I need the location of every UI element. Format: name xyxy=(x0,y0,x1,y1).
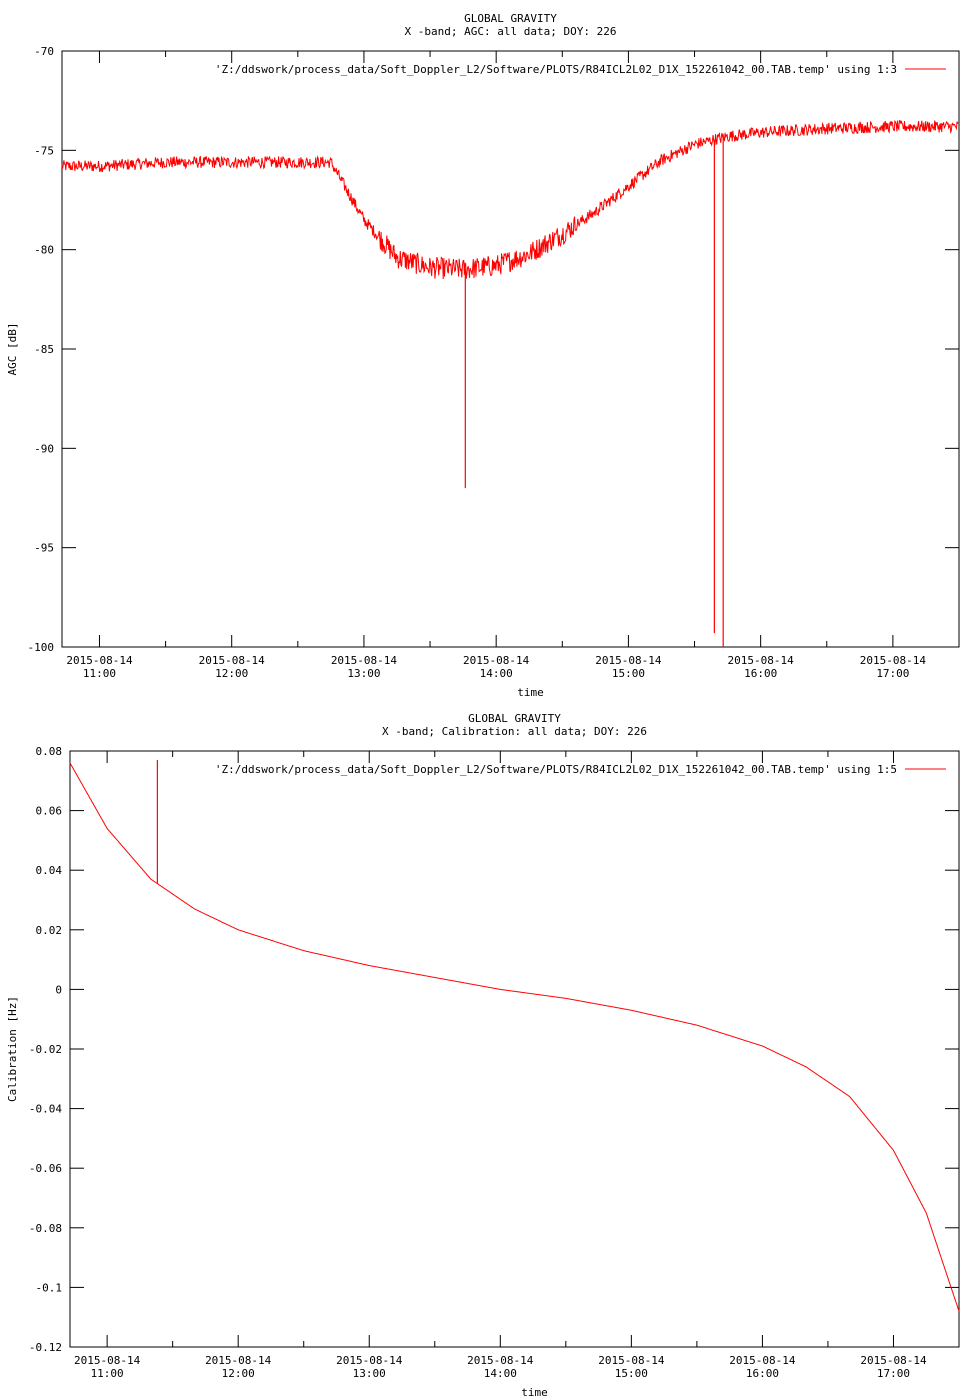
y-tick-label: 0.06 xyxy=(36,805,63,818)
x-tick-label-time: 11:00 xyxy=(83,667,116,680)
legend-label: 'Z:/ddswork/process_data/Soft_Doppler_L2… xyxy=(215,63,897,76)
x-tick-label-date: 2015-08-14 xyxy=(467,1354,534,1367)
y-tick-label: -0.04 xyxy=(29,1103,62,1116)
x-tick-label-time: 12:00 xyxy=(215,667,248,680)
x-tick-label-time: 16:00 xyxy=(744,667,777,680)
x-tick-label-time: 12:00 xyxy=(222,1367,255,1380)
x-tick-label-date: 2015-08-14 xyxy=(860,1354,927,1367)
y-tick-label: 0.02 xyxy=(36,924,63,937)
x-tick-label-date: 2015-08-14 xyxy=(463,654,530,667)
y-tick-label: -90 xyxy=(34,442,54,455)
y-tick-label: -70 xyxy=(34,45,54,58)
plot-frame xyxy=(69,750,960,1348)
y-tick-label: -0.02 xyxy=(29,1043,62,1056)
series-line xyxy=(61,119,960,280)
y-tick-label: 0.04 xyxy=(36,864,63,877)
x-tick-label-date: 2015-08-14 xyxy=(729,1354,796,1367)
y-tick-label: -95 xyxy=(34,542,54,555)
x-axis-label: time xyxy=(521,1386,548,1399)
x-axis-label: time xyxy=(517,686,544,699)
x-tick-label-date: 2015-08-14 xyxy=(74,1354,141,1367)
x-tick-label-time: 11:00 xyxy=(91,1367,124,1380)
y-tick-label: -85 xyxy=(34,343,54,356)
x-tick-label-time: 17:00 xyxy=(876,667,909,680)
series-line xyxy=(69,762,960,1312)
y-tick-label: -0.06 xyxy=(29,1162,62,1175)
y-axis-label: AGC [dB] xyxy=(6,323,19,376)
x-tick-label-time: 13:00 xyxy=(347,667,380,680)
x-tick-label-date: 2015-08-14 xyxy=(336,1354,403,1367)
chart-title: GLOBAL GRAVITY xyxy=(464,12,557,25)
x-tick-label-time: 14:00 xyxy=(480,667,513,680)
x-tick-label-date: 2015-08-14 xyxy=(860,654,927,667)
x-tick-label-date: 2015-08-14 xyxy=(728,654,795,667)
x-tick-label-time: 15:00 xyxy=(615,1367,648,1380)
x-tick-label-date: 2015-08-14 xyxy=(598,1354,665,1367)
x-tick-label-time: 14:00 xyxy=(484,1367,517,1380)
plot-frame xyxy=(61,50,960,648)
x-tick-label-date: 2015-08-14 xyxy=(205,1354,272,1367)
y-tick-label: -100 xyxy=(28,641,55,654)
y-tick-label: -0.12 xyxy=(29,1341,62,1354)
x-tick-label-date: 2015-08-14 xyxy=(331,654,398,667)
x-tick-label-time: 13:00 xyxy=(353,1367,386,1380)
x-tick-label-time: 16:00 xyxy=(746,1367,779,1380)
y-axis-label: Calibration [Hz] xyxy=(6,996,19,1102)
legend-label: 'Z:/ddswork/process_data/Soft_Doppler_L2… xyxy=(215,763,897,776)
chart-subtitle: X -band; Calibration: all data; DOY: 226 xyxy=(382,725,647,738)
x-tick-label-date: 2015-08-14 xyxy=(199,654,266,667)
y-tick-label: -75 xyxy=(34,144,54,157)
y-tick-label: -0.08 xyxy=(29,1222,62,1235)
x-tick-label-time: 17:00 xyxy=(877,1367,910,1380)
chart-title: GLOBAL GRAVITY xyxy=(468,712,561,725)
y-tick-label: 0.08 xyxy=(36,745,63,758)
y-tick-label: 0 xyxy=(55,983,62,996)
chart-subtitle: X -band; AGC: all data; DOY: 226 xyxy=(405,25,617,38)
x-tick-label-time: 15:00 xyxy=(612,667,645,680)
y-tick-label: -0.1 xyxy=(36,1281,63,1294)
x-tick-label-date: 2015-08-14 xyxy=(66,654,133,667)
x-tick-label-date: 2015-08-14 xyxy=(595,654,662,667)
y-tick-label: -80 xyxy=(34,244,54,257)
